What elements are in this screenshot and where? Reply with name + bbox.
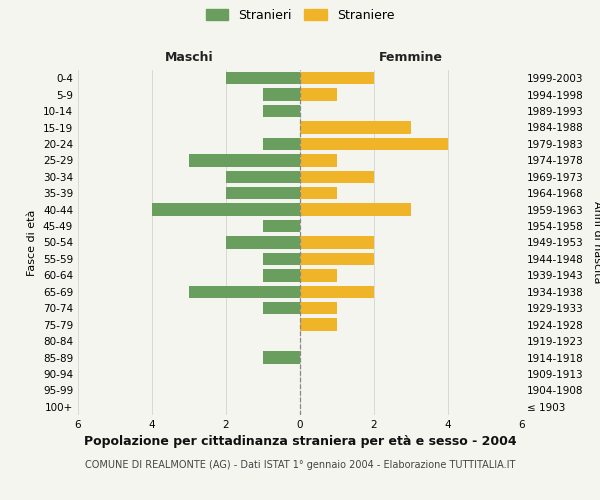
- Bar: [300, 72, 374, 85]
- Bar: [263, 220, 300, 232]
- Bar: [263, 138, 300, 150]
- Bar: [300, 154, 337, 166]
- Bar: [189, 154, 300, 166]
- Bar: [226, 236, 300, 248]
- Y-axis label: Anni di nascita: Anni di nascita: [592, 201, 600, 283]
- Bar: [226, 187, 300, 200]
- Bar: [300, 122, 411, 134]
- Text: Femmine: Femmine: [379, 51, 443, 64]
- Bar: [300, 138, 448, 150]
- Bar: [300, 236, 374, 248]
- Text: Maschi: Maschi: [164, 51, 214, 64]
- Text: COMUNE DI REALMONTE (AG) - Dati ISTAT 1° gennaio 2004 - Elaborazione TUTTITALIA.: COMUNE DI REALMONTE (AG) - Dati ISTAT 1°…: [85, 460, 515, 470]
- Bar: [263, 105, 300, 117]
- Text: Popolazione per cittadinanza straniera per età e sesso - 2004: Popolazione per cittadinanza straniera p…: [83, 435, 517, 448]
- Bar: [300, 187, 337, 200]
- Bar: [263, 352, 300, 364]
- Legend: Stranieri, Straniere: Stranieri, Straniere: [206, 8, 394, 22]
- Bar: [300, 269, 337, 281]
- Bar: [263, 253, 300, 265]
- Bar: [152, 204, 300, 216]
- Bar: [263, 88, 300, 101]
- Bar: [263, 302, 300, 314]
- Bar: [300, 286, 374, 298]
- Bar: [300, 170, 374, 183]
- Bar: [300, 302, 337, 314]
- Bar: [263, 269, 300, 281]
- Bar: [300, 253, 374, 265]
- Bar: [226, 170, 300, 183]
- Bar: [226, 72, 300, 85]
- Y-axis label: Fasce di età: Fasce di età: [28, 210, 37, 276]
- Bar: [300, 88, 337, 101]
- Bar: [189, 286, 300, 298]
- Bar: [300, 204, 411, 216]
- Bar: [300, 318, 337, 331]
